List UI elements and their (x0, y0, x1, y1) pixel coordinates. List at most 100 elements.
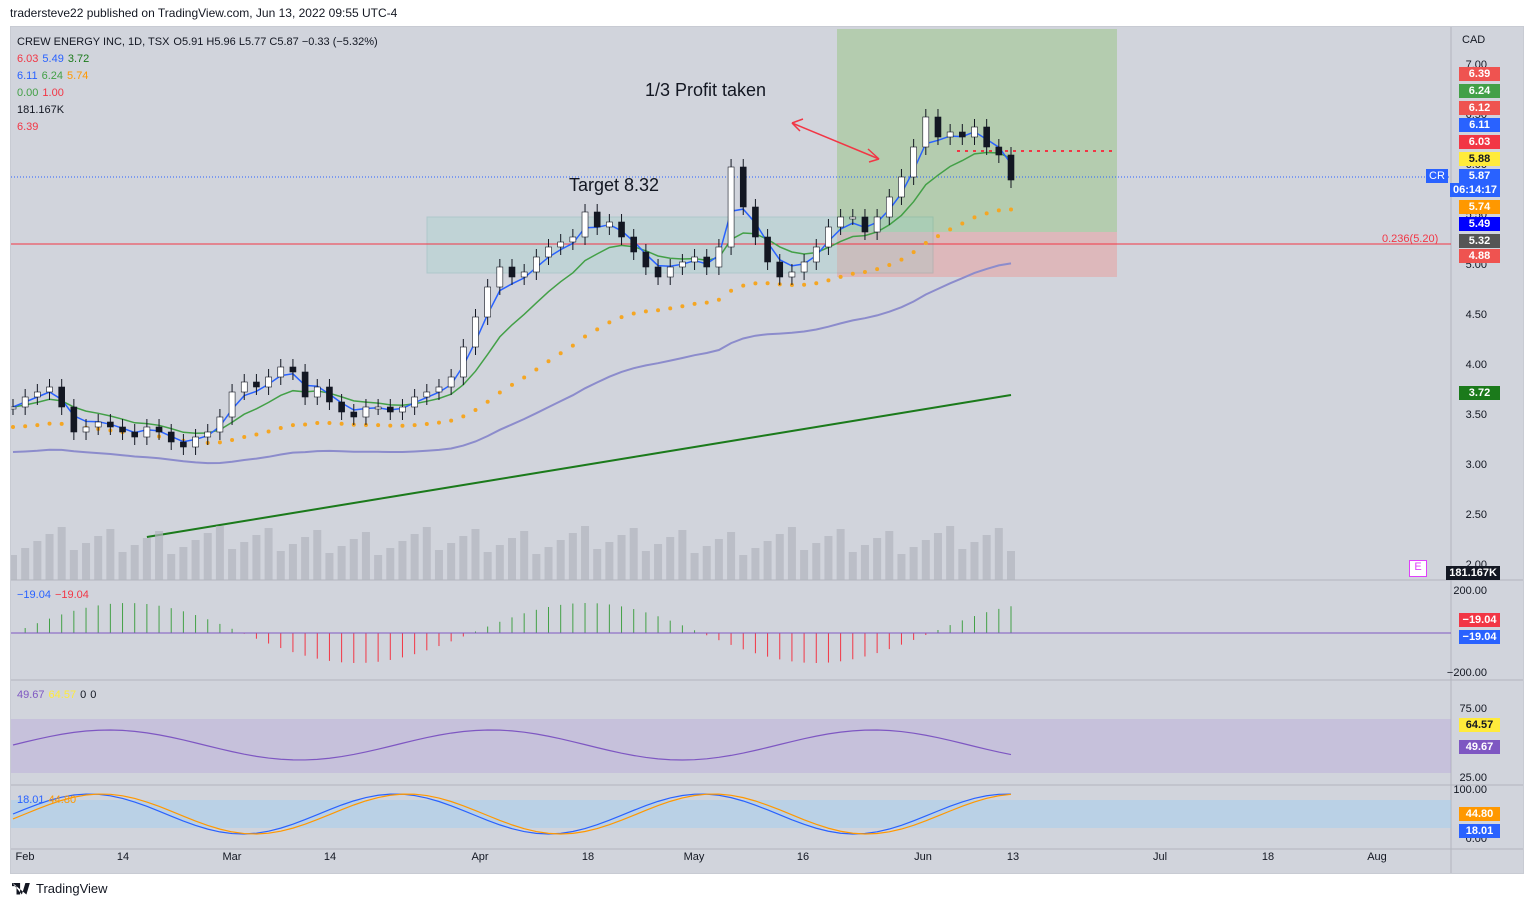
candle-body (460, 346, 467, 378)
volume-bar (276, 551, 285, 580)
volume-bar (374, 555, 383, 580)
volume-bar (82, 543, 91, 580)
candle-body (155, 426, 163, 433)
ma-dot (729, 288, 734, 293)
volume-bar (751, 548, 760, 580)
volume-bar (812, 543, 821, 580)
price-badge: 6.03 (1459, 135, 1500, 149)
ma-dot (303, 422, 308, 427)
price-badge: 5.87 (1459, 169, 1500, 183)
candle-body (435, 386, 443, 393)
ma-dot (704, 300, 709, 305)
volume-bar (447, 543, 456, 580)
volume-bar (958, 549, 967, 580)
ma-dot (388, 423, 393, 428)
profit-annotation[interactable]: 1/3 Profit taken (645, 80, 767, 100)
indicator-badge: 44.80 (1459, 807, 1500, 821)
candle-body (642, 251, 650, 268)
volume-bar (57, 527, 66, 580)
volume-bar (897, 554, 906, 580)
volume-bar (800, 550, 809, 580)
volume-bar (714, 539, 723, 580)
ma-dot (497, 390, 502, 395)
candle-body (788, 271, 796, 278)
candle-body (472, 316, 479, 348)
price-badge: 6.12 (1459, 101, 1500, 115)
chart-canvas[interactable] (11, 27, 1523, 873)
ma-dot (534, 367, 539, 372)
ma-dot (935, 234, 940, 239)
earnings-marker-upcoming[interactable]: E (1409, 560, 1427, 577)
volume-bar (824, 536, 833, 580)
candle-body (46, 386, 53, 393)
stop-zone (837, 232, 1117, 277)
volume-bar (532, 554, 541, 580)
candle-body (289, 366, 297, 373)
indicator-tick: 25.00 (1459, 772, 1487, 784)
candle-body (338, 401, 345, 413)
volume-bar (641, 551, 650, 580)
candle-body (1007, 154, 1015, 181)
ma-dot (960, 221, 965, 226)
ma-dot (948, 227, 953, 232)
time-tick: 18 (1261, 851, 1275, 863)
price-tick: 4.00 (1465, 359, 1487, 371)
volume-bar (508, 538, 516, 580)
volume-bar (434, 550, 443, 580)
candle-body (119, 426, 126, 433)
volume-bar (982, 535, 991, 580)
volume-bar (45, 534, 54, 580)
volume-bar (520, 531, 529, 580)
volume-bar (617, 535, 626, 580)
indicator-badge: −19.04 (1459, 630, 1500, 644)
ma-dot (850, 271, 855, 276)
ma-dot (473, 407, 478, 412)
ma-dot (461, 414, 466, 419)
indicator-badge: 49.67 (1459, 740, 1500, 754)
volume-bar (787, 527, 796, 580)
ma-dot (327, 420, 332, 425)
ma-dot (899, 257, 904, 262)
volume-bar (264, 528, 273, 580)
volume-bar (422, 527, 431, 580)
tradingview-logo-icon (12, 882, 30, 895)
candle-body (484, 286, 491, 318)
time-tick: Aug (1367, 851, 1387, 863)
candle-body (70, 406, 78, 433)
ma-dot (887, 263, 892, 268)
volume-bar (994, 528, 1003, 580)
price-badge: 4.88 (1459, 249, 1500, 263)
candle-body (812, 246, 820, 263)
ma-dot (1009, 207, 1013, 212)
indicator-tick: 75.00 (1459, 703, 1487, 715)
volume-bar (605, 542, 614, 580)
time-tick: Jul (1152, 851, 1168, 863)
candle-body (21, 396, 29, 408)
ma-dot (412, 423, 417, 428)
ma-dot (765, 281, 770, 286)
ma-dot (376, 423, 381, 428)
candle-body (593, 211, 601, 228)
ma-dot (400, 423, 405, 428)
ma-dot (424, 422, 429, 427)
ma-dot (35, 423, 40, 428)
target-annotation[interactable]: Target 8.32 (569, 175, 660, 195)
volume-bar (459, 536, 468, 580)
candle-body (496, 266, 504, 288)
price-badge: 6.24 (1459, 84, 1500, 98)
candle-body (849, 216, 857, 220)
volume-bar (544, 547, 553, 580)
footer: TradingView (12, 881, 108, 896)
indicator-badge: 64.57 (1459, 718, 1500, 732)
chart-frame[interactable] (10, 26, 1524, 874)
volume-bar (666, 537, 675, 580)
volume-bar (191, 540, 200, 580)
ma-dot (315, 421, 320, 426)
rsi-line (12, 729, 1012, 761)
legend-line6: 6.39 (17, 121, 39, 133)
price-badge: 5.74 (1459, 200, 1500, 214)
ma-dot (436, 420, 441, 425)
volume-bar (629, 528, 638, 580)
candle-body (386, 406, 394, 413)
ma-dot (217, 440, 222, 445)
